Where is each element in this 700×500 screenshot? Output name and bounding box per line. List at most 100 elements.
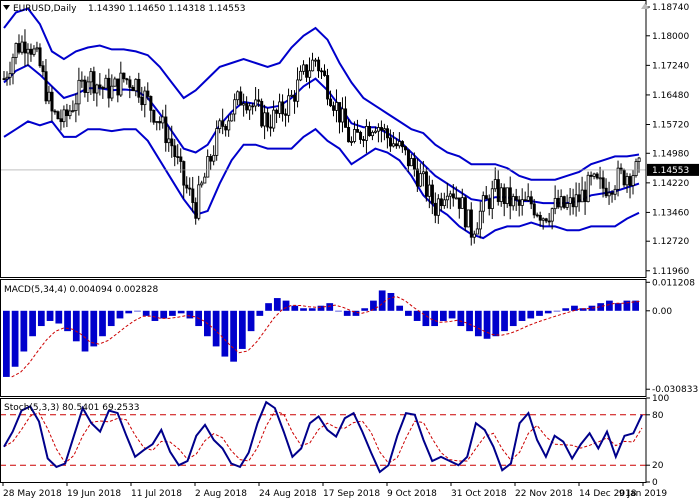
candle <box>505 187 509 208</box>
candle <box>257 88 261 107</box>
candle <box>107 68 111 108</box>
macd-bar <box>370 300 377 311</box>
macd-bar <box>300 308 307 311</box>
candle <box>526 183 530 202</box>
candle <box>11 53 15 85</box>
candle <box>89 67 93 95</box>
macd-bar <box>81 310 89 352</box>
macd-bar <box>46 310 54 321</box>
macd-tick-label: 0.00 <box>652 307 672 317</box>
candle <box>206 149 210 178</box>
macd-bar <box>431 310 438 327</box>
macd-bar <box>614 303 622 311</box>
candle <box>293 90 297 114</box>
candle <box>607 181 611 205</box>
candle <box>439 192 443 211</box>
candle <box>544 217 548 224</box>
macd-bar <box>212 310 220 347</box>
macd-bar <box>632 300 639 311</box>
candle <box>332 101 336 117</box>
candle <box>278 93 282 118</box>
candle <box>314 57 318 67</box>
macd-bar <box>352 310 360 316</box>
candle <box>523 191 527 202</box>
macd-bar <box>396 305 404 311</box>
macd-bar <box>518 310 526 321</box>
candle <box>320 67 324 79</box>
candle <box>604 178 608 198</box>
candle <box>496 170 500 206</box>
stoch-signal-line <box>3 410 643 464</box>
candle <box>391 131 395 148</box>
macd-bar <box>134 310 141 312</box>
candle <box>356 119 360 133</box>
macd-bar <box>527 310 535 319</box>
candle <box>296 67 300 108</box>
bollinger-upper <box>3 7 640 181</box>
triangle-down-icon[interactable] <box>3 5 10 10</box>
bollinger-bands <box>3 7 640 240</box>
candle <box>445 182 449 209</box>
candle <box>478 201 482 239</box>
candle <box>287 88 291 123</box>
price-tick-label: 1.14980 <box>652 149 689 159</box>
candle <box>35 41 39 53</box>
candle <box>400 140 404 153</box>
stoch-label: Stoch(5,3,3) 80.5401 69.2533 <box>4 403 139 413</box>
candle <box>110 74 114 102</box>
candle <box>209 153 213 171</box>
candle <box>568 188 572 216</box>
candle <box>104 74 108 89</box>
macd-bar <box>142 310 150 316</box>
candles <box>2 29 641 246</box>
candle <box>574 182 578 217</box>
candle <box>595 172 599 180</box>
date-tick-label: 11 Jul 2018 <box>131 489 182 499</box>
candle <box>394 138 398 149</box>
candle <box>212 145 216 166</box>
candle <box>32 45 36 57</box>
candle <box>122 72 126 83</box>
candle <box>415 158 419 192</box>
candle <box>281 94 285 122</box>
candle <box>442 192 446 209</box>
candle <box>430 179 434 215</box>
candle <box>362 135 366 148</box>
candle <box>230 113 234 122</box>
macd-bar <box>116 310 124 319</box>
candle <box>191 176 195 213</box>
candle <box>233 93 237 122</box>
candle <box>68 104 72 120</box>
macd-bar <box>238 310 246 349</box>
macd-bar <box>457 310 465 327</box>
axes: 1.18740 1.18000 1.17240 1.16480 1.15720 1.149… <box>2 3 699 499</box>
macd-bar <box>291 305 299 311</box>
candle <box>179 148 183 173</box>
candle <box>377 123 381 143</box>
macd-bar <box>405 310 412 316</box>
price-tick-label: 1.18000 <box>652 32 689 42</box>
candle <box>50 86 54 122</box>
candle <box>152 109 156 125</box>
candle <box>260 98 264 128</box>
candle <box>634 158 638 178</box>
candle <box>335 89 339 123</box>
candle <box>589 171 593 186</box>
candle <box>475 222 479 235</box>
date-tick-label: 9 Jan 2019 <box>619 489 667 499</box>
candle <box>164 104 168 152</box>
panel-frames <box>0 0 647 483</box>
candle <box>511 193 515 211</box>
candle <box>616 160 620 197</box>
candle <box>559 189 563 211</box>
candle <box>134 78 138 97</box>
candle <box>173 139 177 167</box>
macd-bar <box>553 310 561 312</box>
candle <box>224 124 228 137</box>
candle <box>347 119 351 143</box>
candle <box>619 163 623 175</box>
candle <box>586 171 590 203</box>
candle <box>421 160 425 187</box>
macd-bar <box>536 310 543 316</box>
